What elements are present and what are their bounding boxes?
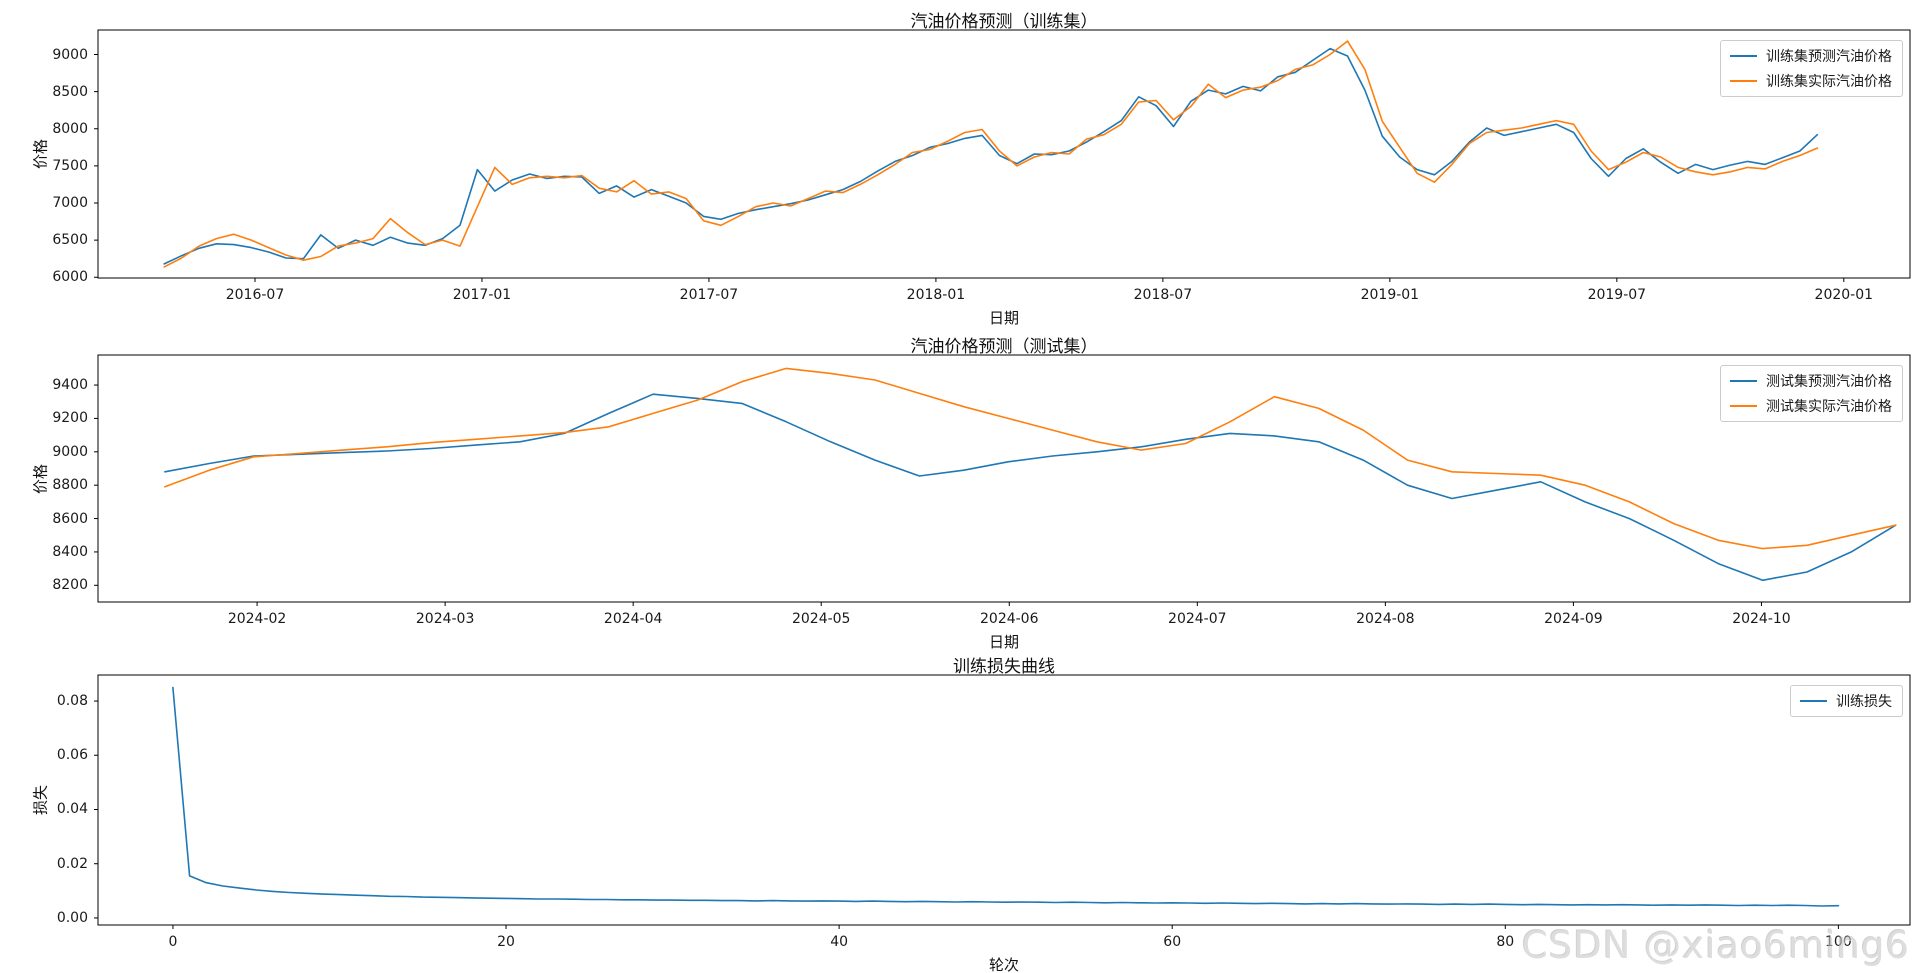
y-tick-label: 8400 (52, 543, 88, 560)
legend-line-swatch (1730, 405, 1757, 407)
y-tick-label: 9000 (52, 443, 88, 460)
x-tick-label: 2016-07 (225, 287, 285, 303)
legend-line-swatch (1730, 80, 1757, 82)
y-tick-label: 0.00 (56, 909, 88, 926)
y-tick-label: 8200 (52, 577, 88, 594)
y-tick-label: 8600 (52, 510, 88, 527)
x-tick-label: 40 (830, 934, 849, 950)
x-tick-label: 2024-09 (1544, 611, 1603, 627)
series-line-2-0 (172, 686, 1840, 907)
legend-item: 训练集预测汽油价格 (1730, 46, 1892, 66)
legend-box: 训练损失 (1790, 685, 1903, 717)
series-line-0-1 (163, 40, 1819, 268)
legend-item: 训练集实际汽油价格 (1730, 71, 1892, 91)
plot-frame (97, 674, 1911, 926)
legend-box: 测试集预测汽油价格 测试集实际汽油价格 (1720, 365, 1903, 422)
legend-box: 训练集预测汽油价格 训练集实际汽油价格 (1720, 40, 1903, 97)
x-tick-label: 20 (497, 934, 515, 950)
legend-label: 测试集实际汽油价格 (1766, 399, 1892, 415)
y-tick-label: 0.08 (56, 693, 88, 710)
y-tick-label: 9400 (52, 377, 88, 394)
x-tick-label: 60 (1163, 934, 1182, 950)
x-tick-label: 2024-10 (1732, 611, 1791, 627)
plot-frame (97, 29, 1911, 279)
legend-item: 训练损失 (1800, 691, 1892, 711)
x-tick-label: 100 (1825, 934, 1852, 950)
y-tick-label: 8500 (52, 83, 88, 100)
x-tick-label: 2018-07 (1133, 287, 1193, 303)
x-tick-label: 2024-06 (980, 611, 1039, 627)
x-tick-label: 0 (168, 934, 178, 950)
legend-label: 训练集预测汽油价格 (1766, 49, 1892, 65)
x-tick-label: 2017-07 (679, 287, 739, 303)
y-tick-label: 7000 (52, 195, 88, 211)
legend-label: 训练集实际汽油价格 (1766, 74, 1892, 90)
x-tick-label: 2024-08 (1356, 611, 1415, 627)
chart-loss-title: 训练损失曲线 (953, 657, 1055, 677)
chart-train-title: 汽油价格预测（训练集） (910, 12, 1098, 32)
chart-train-xlabel: 日期 (988, 309, 1020, 327)
chart-loss-xlabel: 轮次 (988, 956, 1020, 973)
legend-line-swatch (1730, 380, 1757, 382)
chart-test-xlabel: 日期 (988, 633, 1020, 651)
x-tick-label: 2019-07 (1587, 287, 1647, 303)
x-tick-label: 2024-02 (227, 611, 287, 627)
chart-test-title: 汽油价格预测（测试集） (910, 337, 1098, 357)
csdn-watermark: CSDN @xiao6ming6 (1521, 924, 1910, 967)
y-tick-label: 9200 (52, 410, 88, 427)
y-tick-label: 0.06 (56, 747, 88, 764)
series-line-1-0 (164, 393, 1897, 582)
legend-label: 训练损失 (1836, 694, 1892, 710)
y-tick-label: 0.02 (56, 855, 88, 872)
y-tick-label: 0.04 (56, 801, 88, 818)
legend-item: 测试集预测汽油价格 (1730, 371, 1892, 391)
x-tick-label: 80 (1496, 934, 1515, 950)
x-tick-label: 2020-01 (1814, 287, 1874, 303)
y-tick-label: 8800 (52, 477, 88, 494)
y-tick-label: 6500 (52, 232, 88, 249)
series-line-1-1 (164, 367, 1897, 550)
legend-line-swatch (1800, 700, 1827, 702)
x-tick-label: 2024-05 (791, 611, 851, 627)
plot-frame (97, 354, 1911, 603)
x-tick-label: 2019-01 (1360, 287, 1420, 303)
x-tick-label: 2024-04 (603, 611, 663, 627)
y-tick-label: 9000 (52, 46, 88, 63)
series-line-0-0 (163, 47, 1819, 265)
x-tick-label: 2018-01 (906, 287, 966, 303)
x-tick-label: 2024-03 (415, 611, 475, 627)
x-tick-label: 2017-01 (452, 287, 512, 303)
y-tick-label: 6000 (52, 269, 88, 286)
legend-label: 测试集预测汽油价格 (1766, 374, 1892, 390)
y-tick-label: 7500 (52, 157, 88, 174)
x-tick-label: 2024-07 (1168, 611, 1227, 627)
legend-line-swatch (1730, 55, 1757, 57)
y-tick-label: 8000 (52, 120, 88, 137)
legend-item: 测试集实际汽油价格 (1730, 396, 1892, 416)
